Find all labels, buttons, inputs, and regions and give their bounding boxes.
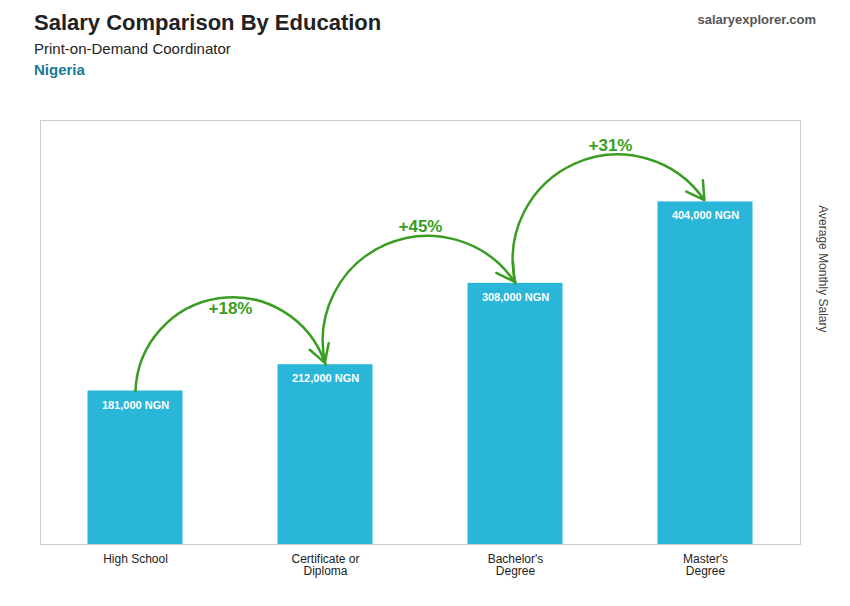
svg-text:+45%: +45% xyxy=(399,217,443,236)
html-text:Nigeria: Nigeria xyxy=(34,61,85,78)
svg-text:High School: High School xyxy=(103,552,168,566)
svg-text:404,000 NGN: 404,000 NGN xyxy=(672,209,739,221)
html-text:salaryexplorer.com: salaryexplorer.com xyxy=(697,12,816,27)
svg-text:+18%: +18% xyxy=(209,299,253,318)
svg-text:Bachelor'sDegree: Bachelor'sDegree xyxy=(488,552,544,578)
svg-text:Master'sDegree: Master'sDegree xyxy=(683,552,728,578)
svg-text:212,000 NGN: 212,000 NGN xyxy=(292,372,359,384)
svg-text:Certificate orDiploma: Certificate orDiploma xyxy=(291,552,359,578)
svg-text:+31%: +31% xyxy=(589,136,633,155)
svg-text:Average Monthly Salary: Average Monthly Salary xyxy=(816,205,830,332)
svg-text:181,000 NGN: 181,000 NGN xyxy=(102,399,169,411)
html-text:Print-on-Demand Coordinator: Print-on-Demand Coordinator xyxy=(34,40,231,57)
html-text:Salary Comparison By Education: Salary Comparison By Education xyxy=(34,10,382,35)
svg-text:308,000 NGN: 308,000 NGN xyxy=(482,291,549,303)
